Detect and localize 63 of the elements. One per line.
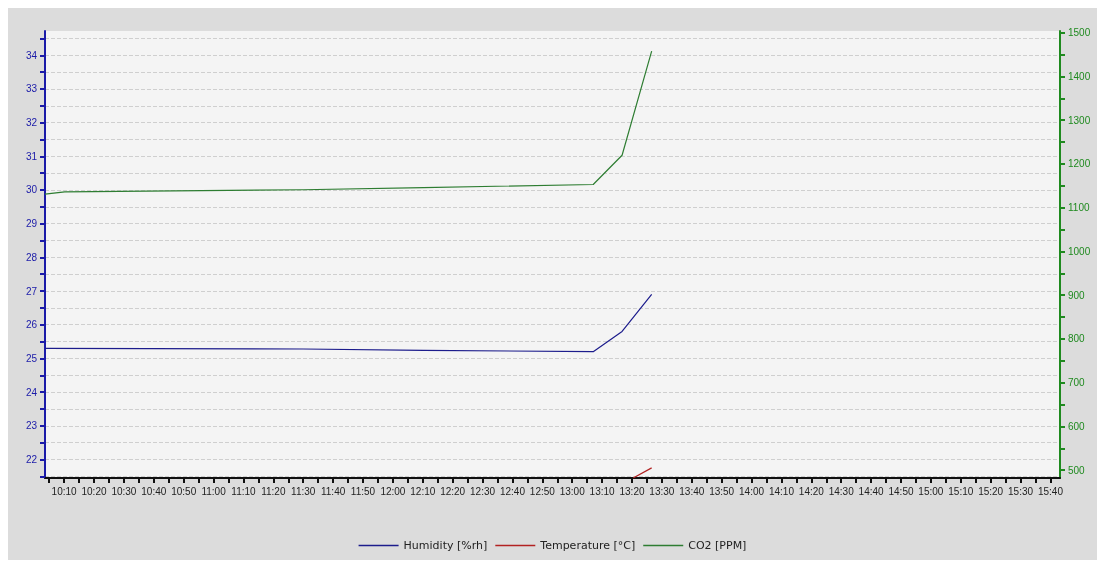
x-tick-label: 13:50 <box>709 485 735 497</box>
x-tick-label: 11:00 <box>201 485 227 497</box>
y-tick-label: 32 <box>25 117 38 129</box>
x-tick-label: 14:50 <box>888 485 914 497</box>
y-tick-label: 27 <box>25 285 38 297</box>
y-tick-label: 29 <box>25 218 38 230</box>
y2-tick-label: 600 <box>1068 420 1086 432</box>
x-tick-label: 12:00 <box>380 485 406 497</box>
x-tick-label: 12:10 <box>410 485 436 497</box>
x-tick-label: 10:30 <box>111 485 137 497</box>
line-series <box>44 50 653 195</box>
x-tick-label: 10:40 <box>141 485 167 497</box>
y2-tick-label: 1100 <box>1068 202 1090 214</box>
legend-label: Temperature [°C] <box>539 539 636 552</box>
y2-tick-label: 700 <box>1068 377 1086 389</box>
x-tick-label: 13:20 <box>619 485 645 497</box>
y-tick-label: 28 <box>25 251 38 263</box>
x-tick-label: 13:00 <box>559 485 586 497</box>
y-tick-label: 22 <box>25 453 38 465</box>
x-tick-label: 12:30 <box>470 485 496 497</box>
x-tick-label: 10:10 <box>51 485 78 497</box>
line-series <box>44 293 653 353</box>
y-tick-label: 24 <box>25 386 38 398</box>
x-tick-label: 13:40 <box>679 485 705 497</box>
y2-tick-label: 1500 <box>1068 27 1091 39</box>
y-tick-label: 33 <box>25 83 38 95</box>
y2-tick-label: 1000 <box>1068 245 1091 257</box>
y2-tick-label: 800 <box>1068 333 1086 345</box>
x-tick-label: 13:10 <box>589 485 616 497</box>
x-tick-label: 12:50 <box>529 485 556 497</box>
x-tick-label: 12:40 <box>499 485 526 497</box>
x-tick-label: 15:20 <box>978 485 1004 497</box>
x-tick-label: 11:30 <box>291 485 316 497</box>
x-tick-label: 14:40 <box>858 485 885 497</box>
y2-tick-label: 1200 <box>1068 158 1091 170</box>
x-tick-label: 11:10 <box>231 485 257 497</box>
x-tick-label: 15:30 <box>1008 485 1034 497</box>
y-tick-label: 30 <box>25 184 38 196</box>
x-tick-label: 14:30 <box>828 485 855 497</box>
y-tick-label: 25 <box>25 352 38 364</box>
y-tick-label: 34 <box>25 49 38 61</box>
x-tick-label: 15:40 <box>1037 485 1064 497</box>
x-tick-label: 14:20 <box>798 485 825 497</box>
legend-label: CO2 [PPM] <box>688 539 747 552</box>
y2-tick-label: 500 <box>1068 464 1086 476</box>
x-tick-label: 14:10 <box>768 485 795 497</box>
y2-tick-label: 900 <box>1068 289 1086 301</box>
x-tick-label: 11:40 <box>320 485 346 497</box>
y-tick-label: 31 <box>25 150 38 162</box>
legend-label: Humidity [%rh] <box>403 539 488 552</box>
y2-tick-label: 1400 <box>1068 70 1091 82</box>
x-tick-label: 15:10 <box>948 485 974 497</box>
x-tick-label: 12:20 <box>440 485 466 497</box>
x-tick-label: 15:00 <box>918 485 944 497</box>
y-tick-label: 23 <box>25 420 38 432</box>
y-tick-label: 26 <box>25 319 38 331</box>
x-tick-label: 11:20 <box>261 485 286 497</box>
x-tick-label: 10:50 <box>171 485 197 497</box>
y2-tick-label: 1300 <box>1068 114 1091 126</box>
x-tick-label: 13:30 <box>649 485 675 497</box>
x-tick-label: 14:00 <box>739 485 765 497</box>
x-tick-label: 11:50 <box>350 485 376 497</box>
x-tick-label: 10:20 <box>81 485 107 497</box>
